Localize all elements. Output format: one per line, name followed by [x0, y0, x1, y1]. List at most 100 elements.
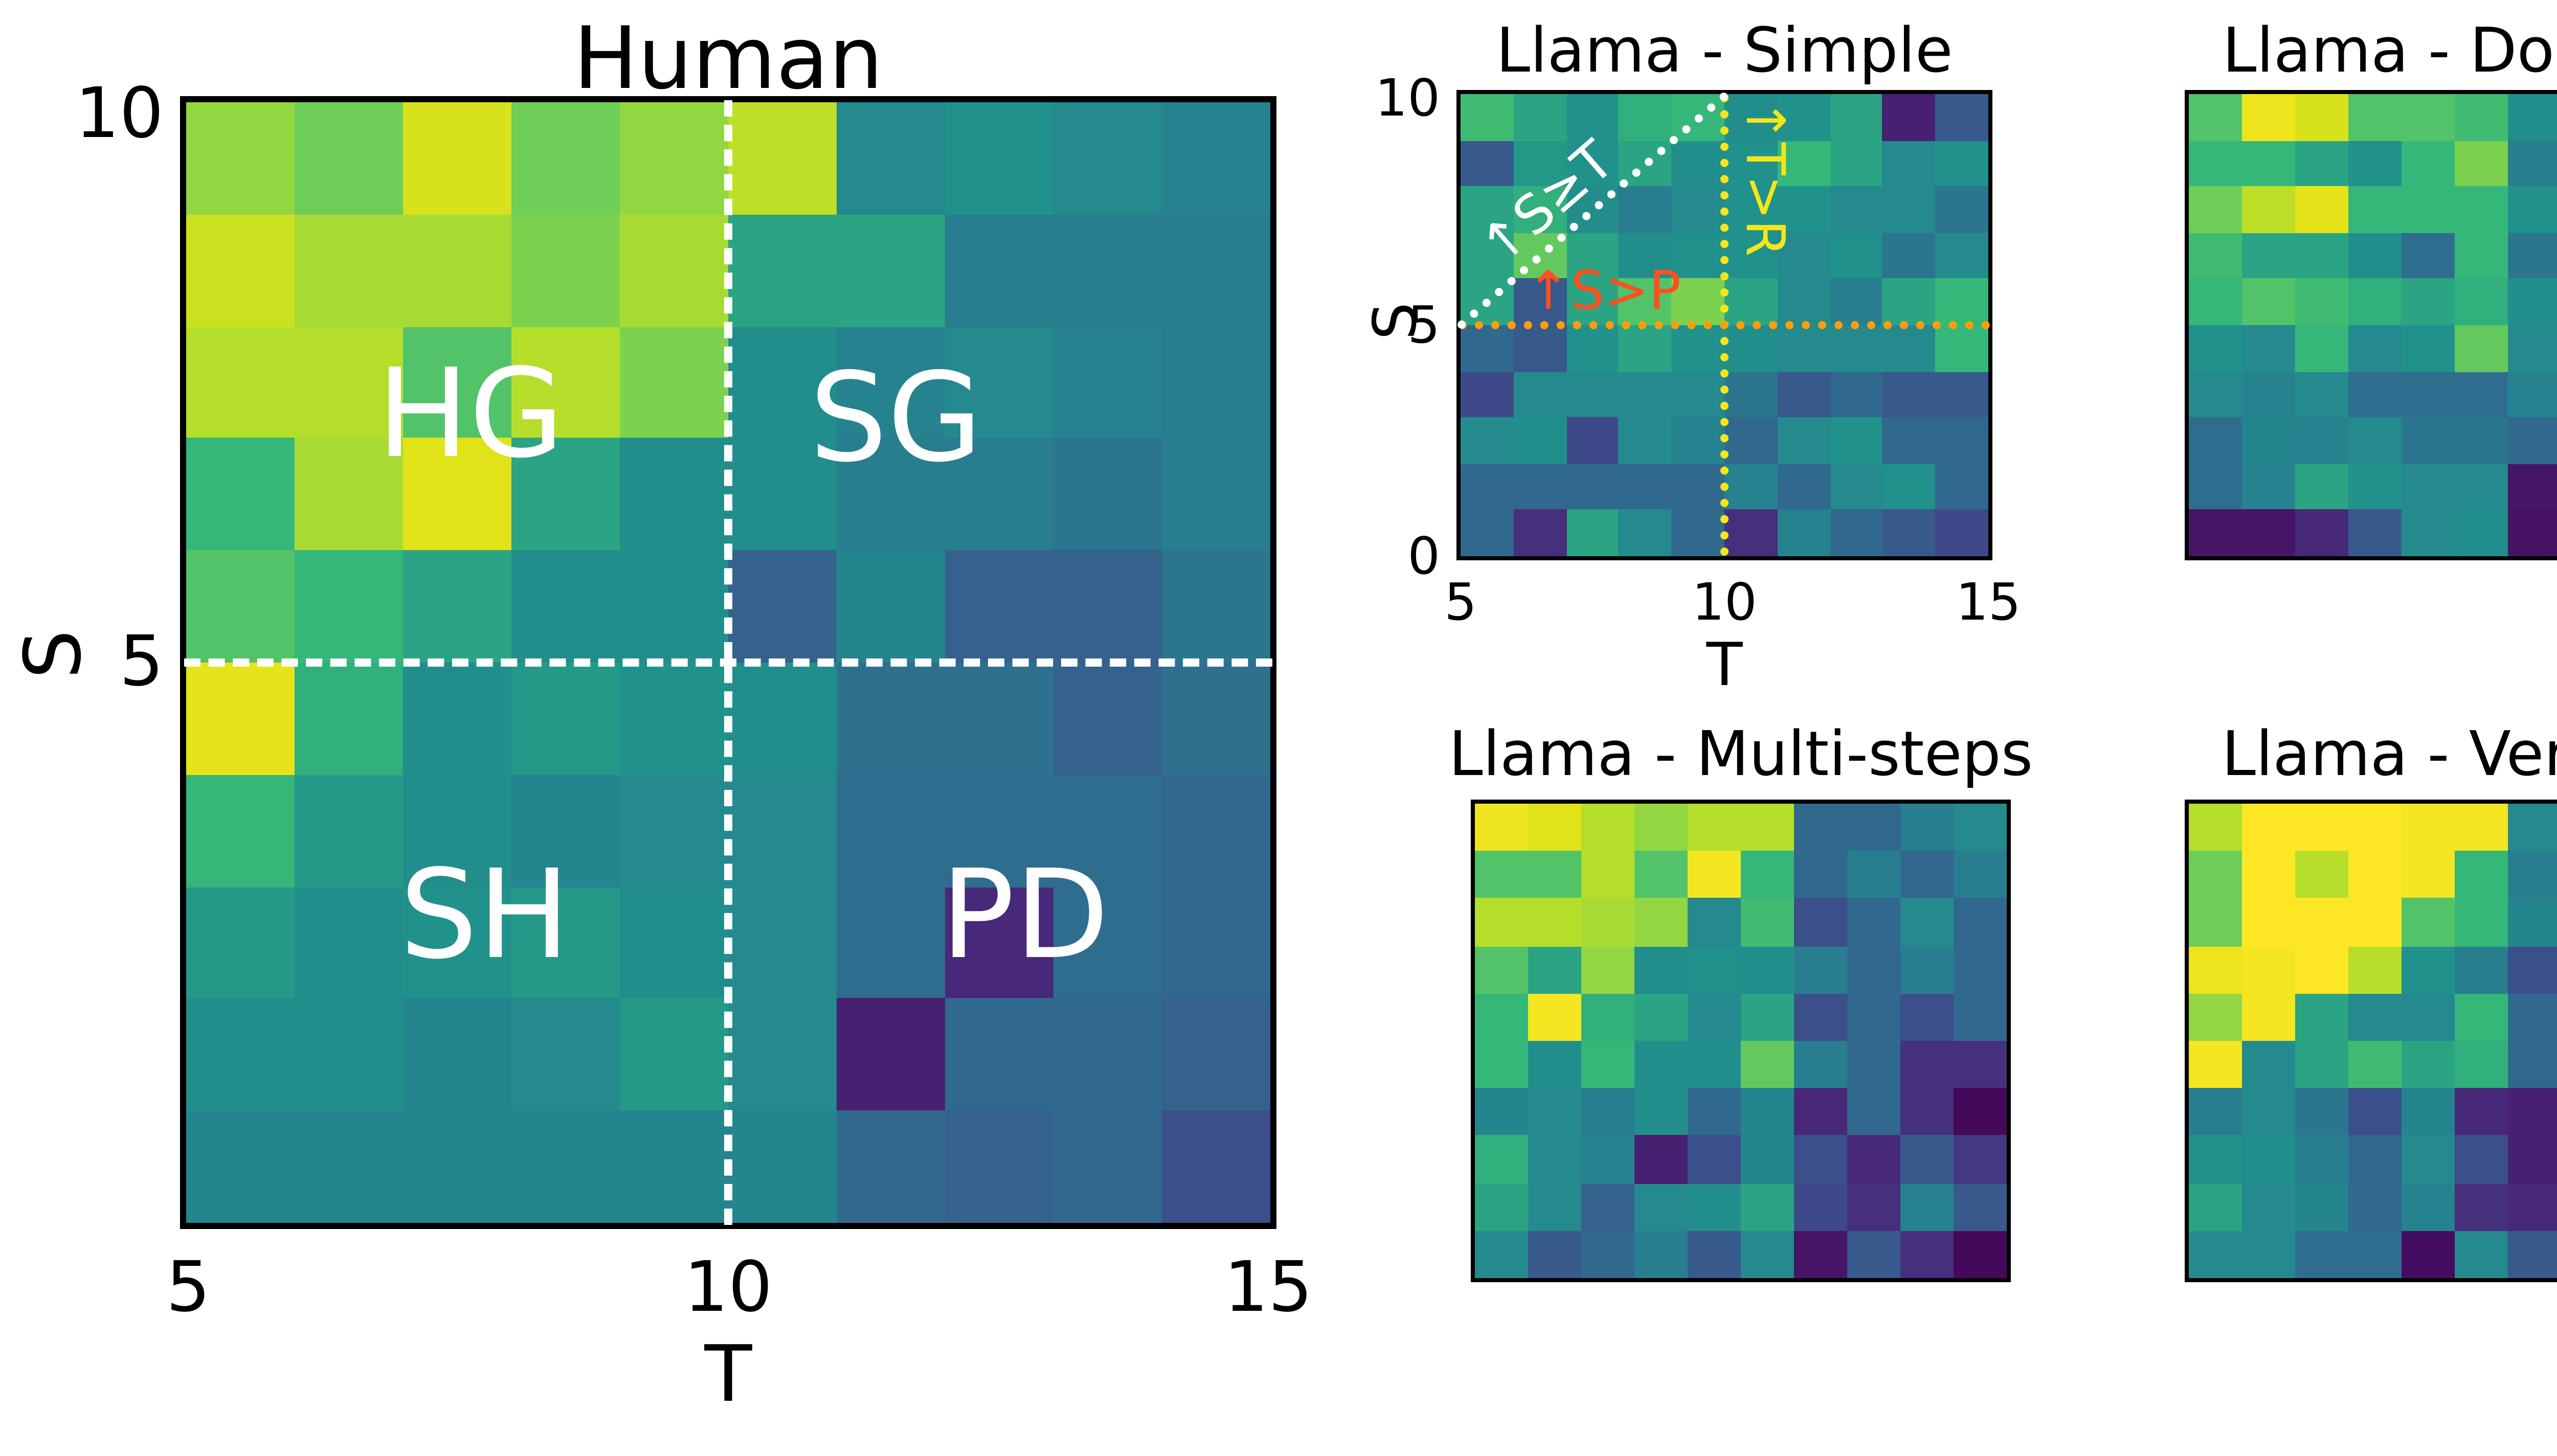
heatmap-cell [1461, 510, 1513, 556]
heatmap-cell [620, 102, 728, 214]
heatmap-cell [2295, 899, 2348, 946]
heatmap-cell [186, 999, 295, 1111]
heatmap-cell [1883, 418, 1936, 464]
heatmap-cell [1581, 1088, 1634, 1136]
heatmap-cell [620, 775, 728, 886]
heatmap-cell [2455, 187, 2508, 233]
heatmap-cell [1847, 899, 1900, 946]
heatmap-cell [620, 1111, 728, 1223]
heatmap-cell [1741, 993, 1794, 1041]
heatmap-cell [1053, 439, 1162, 551]
heatmap-cell [2242, 993, 2295, 1041]
heatmap-cell [2508, 993, 2557, 1041]
heatmap-cell [1741, 851, 1794, 899]
heatmap-cell [1777, 279, 1830, 325]
heatmap-cell [837, 886, 945, 998]
heatmap-cell [728, 886, 837, 998]
heatmap-cell [295, 999, 403, 1111]
heatmap-cell [2402, 510, 2455, 556]
heatmap-cell [2508, 851, 2557, 899]
human-quadrant-label-hg: HG [377, 354, 565, 476]
heatmap-cell [2508, 279, 2557, 325]
heatmap-cell [1672, 140, 1724, 186]
heatmap-cell [1830, 418, 1882, 464]
heatmap-cell [295, 1111, 403, 1223]
heatmap-cell [2348, 187, 2402, 233]
heatmap-cell [1847, 1041, 1900, 1088]
heatmap-cell [2189, 187, 2242, 233]
heatmap-cell [2402, 418, 2455, 464]
heatmap-cell [1724, 510, 1777, 556]
heatmap-cell [2455, 140, 2508, 186]
heatmap-cell [728, 102, 837, 214]
heatmap-cell [2402, 94, 2455, 140]
heatmap-cell [1461, 140, 1513, 186]
heatmap-cell [2348, 140, 2402, 186]
heatmap-cell [2455, 851, 2508, 899]
heatmap-cell [2348, 464, 2402, 510]
heatmap-cell [1954, 851, 2007, 899]
heatmap-cell [2402, 804, 2455, 851]
heatmap-cell [1566, 371, 1619, 417]
llama-simple-xtick-5: 5 [1444, 573, 1477, 632]
llama-multi-steps-heatmap [1471, 800, 2011, 1282]
heatmap-cell [1954, 1088, 2007, 1136]
heatmap-cell [1053, 663, 1162, 775]
heatmap-cell [186, 1111, 295, 1223]
heatmap-cell [511, 102, 620, 214]
heatmap-cell [1475, 1183, 1528, 1231]
heatmap-cell [2189, 1183, 2242, 1231]
heatmap-cell [2189, 993, 2242, 1041]
heatmap-cell [1883, 510, 1936, 556]
heatmap-cell [1830, 371, 1882, 417]
human-quadrant-label-pd: PD [940, 855, 1109, 977]
heatmap-cell [1528, 993, 1581, 1041]
heatmap-cell [2189, 1088, 2242, 1136]
heatmap-cell [295, 775, 403, 886]
heatmap-cell [1581, 993, 1634, 1041]
heatmap-cell [620, 663, 728, 775]
heatmap-cell [1954, 899, 2007, 946]
heatmap-cell [1936, 233, 1988, 279]
heatmap-cell [1634, 804, 1688, 851]
heatmap-cell [1936, 325, 1988, 371]
heatmap-cell [1900, 1088, 1954, 1136]
heatmap-cell [2402, 325, 2455, 371]
human-quadrant-label-sh: SH [400, 855, 570, 977]
heatmap-cell [728, 663, 837, 775]
heatmap-cell [186, 551, 295, 663]
heatmap-cell [1581, 1231, 1634, 1278]
heatmap-cell [1830, 233, 1882, 279]
heatmap-cell [2189, 946, 2242, 993]
heatmap-cell [2508, 94, 2557, 140]
heatmap-cell [2295, 140, 2348, 186]
heatmap-cell [2295, 418, 2348, 464]
heatmap-cell [1672, 464, 1724, 510]
heatmap-cell [1883, 187, 1936, 233]
heatmap-cell [2242, 279, 2295, 325]
heatmap-cell [2242, 1136, 2295, 1184]
heatmap-cell [1777, 418, 1830, 464]
heatmap-cell [1634, 946, 1688, 993]
heatmap-cell [2242, 233, 2295, 279]
heatmap-cell [2348, 1136, 2402, 1184]
heatmap-cell [1830, 279, 1882, 325]
heatmap-cell [1581, 851, 1634, 899]
llama-simple-horizontal-annotation: ↑S>P [1526, 266, 1681, 319]
heatmap-cell [945, 551, 1053, 663]
heatmap-cell [2242, 187, 2295, 233]
heatmap-cell [2189, 418, 2242, 464]
heatmap-cell [2455, 279, 2508, 325]
heatmap-cell [2348, 1041, 2402, 1088]
heatmap-cell [511, 214, 620, 326]
heatmap-cell [1672, 187, 1724, 233]
heatmap-cell [1162, 886, 1270, 998]
heatmap-cell [511, 663, 620, 775]
heatmap-cell [2455, 371, 2508, 417]
heatmap-cell [1513, 418, 1566, 464]
heatmap-cell [1528, 1136, 1581, 1184]
heatmap-cell [295, 886, 403, 998]
heatmap-cell [2402, 464, 2455, 510]
heatmap-cell [945, 102, 1053, 214]
